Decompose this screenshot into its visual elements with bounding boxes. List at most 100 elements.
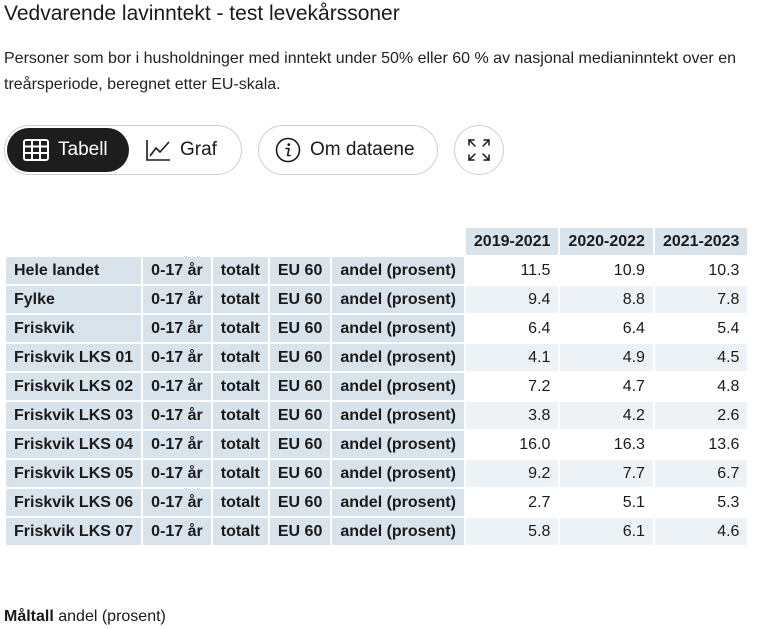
value-cell: 4.6 [654,518,748,545]
page-title: Vedvarende lavinntekt - test levekårsson… [4,2,400,25]
group-cell: totalt [212,344,268,371]
measure-cell: andel (prosent) [332,257,464,284]
group-cell: totalt [212,518,268,545]
scale-cell: EU 60 [269,344,331,371]
value-cell: 10.3 [654,257,748,284]
group-cell: totalt [212,402,268,429]
header-blank [143,228,211,255]
age-cell: 0-17 år [143,315,211,342]
value-cell: 7.8 [654,286,748,313]
expand-button[interactable] [454,125,504,175]
scale-cell: EU 60 [269,518,331,545]
table-header-row: 2019-2021 2020-2022 2021-2023 [6,228,748,255]
group-cell: totalt [212,489,268,516]
year-header: 2019-2021 [465,228,559,255]
scale-cell: EU 60 [269,373,331,400]
line-chart-icon [146,140,170,161]
value-cell: 13.6 [654,431,748,458]
area-cell: Friskvik LKS 06 [6,489,142,516]
table-row: Friskvik LKS 06 0-17 år totalt EU 60 andel (… [6,489,748,516]
table-view-label: Tabell [58,139,108,160]
measure-cell: andel (prosent) [332,286,464,313]
value-cell: 5.8 [465,518,559,545]
age-cell: 0-17 år [143,257,211,284]
value-cell: 6.4 [465,315,559,342]
page-description: Personer som bor i husholdninger med inn… [4,50,736,93]
age-cell: 0-17 år [143,402,211,429]
age-cell: 0-17 år [143,518,211,545]
value-cell: 2.6 [654,402,748,429]
value-cell: 4.7 [560,373,653,400]
about-data-button[interactable]: Om dataene [258,125,438,175]
value-cell: 4.2 [560,402,653,429]
age-cell: 0-17 år [143,489,211,516]
table-row: Fylke 0-17 år totalt EU 60 andel (prosent) 9.… [6,286,748,313]
header-blank [270,228,330,255]
table-row: Friskvik 0-17 år totalt EU 60 andel (prosent… [6,315,748,342]
info-icon [275,137,301,163]
table-row: Friskvik LKS 03 0-17 år totalt EU 60 andel (… [6,402,748,429]
scale-cell: EU 60 [269,431,331,458]
value-cell: 5.4 [654,315,748,342]
value-cell: 6.1 [560,518,653,545]
value-cell: 2.7 [465,489,559,516]
value-cell: 11.5 [465,257,559,284]
measure-value: andel (prosent) [58,608,166,625]
age-cell: 0-17 år [143,460,211,487]
table-row: Friskvik LKS 05 0-17 år totalt EU 60 andel (… [6,460,748,487]
value-cell: 4.5 [654,344,748,371]
value-cell: 5.1 [560,489,653,516]
value-cell: 9.2 [465,460,559,487]
value-cell: 16.3 [560,431,653,458]
scale-cell: EU 60 [269,257,331,284]
table-row: Hele landet 0-17 år totalt EU 60 andel (pros… [6,257,748,284]
table-row: Friskvik LKS 02 0-17 år totalt EU 60 andel (… [6,373,748,400]
year-header: 2021-2023 [654,228,748,255]
view-toggle: Tabell Graf [4,125,242,175]
measure-cell: andel (prosent) [332,518,464,545]
year-header: 2020-2022 [560,228,653,255]
area-cell: Hele landet [6,257,142,284]
measure-cell: andel (prosent) [332,402,464,429]
value-cell: 8.8 [560,286,653,313]
value-cell: 7.2 [465,373,559,400]
area-cell: Friskvik LKS 04 [6,431,142,458]
area-cell: Friskvik LKS 02 [6,373,142,400]
graph-view-button[interactable]: Graf [145,128,241,172]
scale-cell: EU 60 [269,315,331,342]
table-row: Friskvik LKS 07 0-17 år totalt EU 60 andel (… [6,518,748,545]
scale-cell: EU 60 [269,460,331,487]
data-table: 2019-2021 2020-2022 2021-2023 Hele lande… [4,226,749,547]
group-cell: totalt [212,460,268,487]
area-cell: Friskvik LKS 01 [6,344,142,371]
header-blank [6,228,141,255]
measure-cell: andel (prosent) [332,460,464,487]
value-cell: 16.0 [465,431,559,458]
value-cell: 5.3 [654,489,748,516]
measure-label: Måltall [4,608,54,625]
expand-icon [468,139,490,161]
value-cell: 6.7 [654,460,748,487]
value-cell: 9.4 [465,286,559,313]
value-cell: 10.9 [560,257,653,284]
measure-footer: Måltall andel (prosent) [4,608,166,626]
value-cell: 4.1 [465,344,559,371]
group-cell: totalt [212,315,268,342]
scale-cell: EU 60 [269,286,331,313]
value-cell: 4.8 [654,373,748,400]
group-cell: totalt [212,373,268,400]
age-cell: 0-17 år [143,373,211,400]
measure-cell: andel (prosent) [332,431,464,458]
scale-cell: EU 60 [269,402,331,429]
scale-cell: EU 60 [269,489,331,516]
header-blank [332,228,464,255]
area-cell: Fylke [6,286,142,313]
age-cell: 0-17 år [143,344,211,371]
value-cell: 4.9 [560,344,653,371]
measure-cell: andel (prosent) [332,315,464,342]
age-cell: 0-17 år [143,286,211,313]
table-view-button[interactable]: Tabell [7,128,129,172]
measure-cell: andel (prosent) [332,489,464,516]
value-cell: 3.8 [465,402,559,429]
group-cell: totalt [212,257,268,284]
